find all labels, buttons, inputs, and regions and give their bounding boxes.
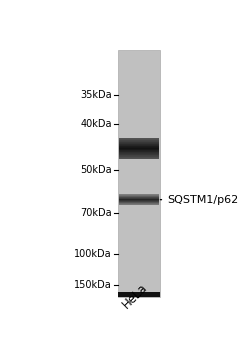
Bar [119, 155, 159, 156]
Text: 100kDa: 100kDa [74, 248, 112, 259]
Bar [119, 153, 159, 154]
Bar [119, 197, 159, 198]
Bar [119, 139, 159, 140]
Bar [119, 139, 159, 140]
Bar [119, 200, 159, 201]
Bar [119, 149, 159, 150]
Bar [119, 142, 159, 143]
Bar [119, 145, 159, 146]
Bar [119, 292, 160, 297]
Bar [119, 156, 159, 157]
Bar [119, 141, 159, 142]
Bar [119, 199, 159, 200]
Bar [119, 204, 159, 205]
Bar [119, 198, 159, 199]
Bar [119, 141, 159, 142]
Bar [119, 143, 159, 144]
Bar [119, 194, 159, 195]
Text: 70kDa: 70kDa [80, 208, 112, 218]
Bar [119, 152, 159, 153]
Bar [119, 202, 159, 203]
Text: HeLa: HeLa [120, 280, 150, 311]
Bar [119, 197, 159, 198]
Bar [119, 138, 159, 139]
Bar [119, 196, 159, 197]
Bar [119, 202, 159, 203]
Bar [119, 200, 159, 201]
Bar [119, 148, 159, 149]
Bar [119, 203, 159, 204]
Bar [119, 150, 159, 151]
Bar [119, 144, 159, 145]
Bar [119, 144, 159, 145]
Bar [119, 140, 159, 141]
Bar [119, 151, 159, 152]
Bar [119, 158, 159, 159]
Bar [119, 147, 159, 148]
Bar [119, 195, 159, 196]
Text: 150kDa: 150kDa [74, 280, 112, 289]
Text: 40kDa: 40kDa [80, 119, 112, 129]
Bar [119, 195, 159, 196]
Bar [119, 201, 159, 202]
Bar [119, 50, 160, 297]
Bar [119, 147, 159, 148]
Bar [119, 157, 159, 158]
Text: 50kDa: 50kDa [80, 165, 112, 175]
Bar [119, 201, 159, 202]
Bar [119, 196, 159, 197]
Text: 35kDa: 35kDa [80, 90, 112, 99]
Bar [119, 146, 159, 147]
Bar [119, 149, 159, 150]
Bar [119, 152, 159, 153]
Bar [119, 154, 159, 155]
Text: SQSTM1/p62: SQSTM1/p62 [160, 195, 238, 205]
